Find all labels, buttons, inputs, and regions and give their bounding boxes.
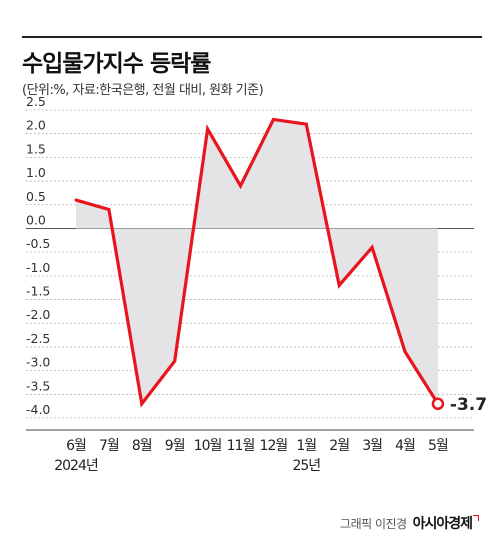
x-tick-label: 10월 [194, 438, 222, 454]
data-point [271, 117, 275, 121]
chart-subtitle: (단위:%, 자료:한국은행, 전월 대비, 원화 기준) [22, 83, 264, 98]
y-tick-label: 1.0 [26, 165, 46, 180]
x-tick-label: 1월 [296, 438, 316, 454]
data-point [304, 122, 308, 126]
x-tick-label: 12월 [260, 438, 288, 454]
credit-text: 그래픽 이진경 [340, 517, 407, 531]
year-label: 25년 [292, 458, 320, 474]
x-tick-label: 11월 [227, 438, 255, 454]
x-tick-label: 4월 [395, 438, 415, 454]
chart-title: 수입물가지수 등락률 [22, 51, 211, 77]
y-tick-label: -2.5 [26, 331, 50, 346]
y-tick-label: -3.5 [26, 378, 50, 393]
x-tick-label: 3월 [362, 438, 382, 454]
series-line [75, 117, 440, 408]
x-tick-label: 8월 [132, 438, 152, 454]
data-point [403, 350, 407, 354]
data-point [107, 208, 111, 212]
y-tick-label: 0.0 [26, 212, 46, 227]
year-label: 2024년 [54, 458, 98, 474]
x-tick-label: 6월 [66, 438, 86, 454]
data-point [370, 245, 374, 249]
y-tick-label: -3.0 [26, 355, 50, 370]
x-tick-label: 9월 [165, 438, 185, 454]
y-tick-label: -0.5 [26, 236, 50, 251]
y-tick-label: -1.0 [26, 260, 50, 275]
data-point [173, 359, 177, 363]
data-point [239, 184, 242, 188]
brand-logo: 아시아경제 [412, 516, 473, 532]
y-tick-label: 2.0 [26, 118, 46, 133]
series-area [76, 119, 438, 404]
y-tick-label: 2.5 [26, 94, 46, 109]
last-point-marker [431, 397, 445, 411]
top-rule [22, 36, 482, 38]
x-tick-label: 7월 [99, 438, 119, 454]
brand-mark-icon [473, 515, 479, 521]
x-tick-label: 2월 [329, 438, 349, 454]
data-point [206, 127, 210, 131]
credit: 그래픽 이진경 아시아경제 [340, 513, 479, 533]
data-point [337, 283, 341, 287]
y-tick-label: -2.0 [26, 307, 50, 322]
x-tick-label: 5월 [428, 438, 448, 454]
y-tick-label: -1.5 [26, 284, 50, 299]
last-point-label: -3.7 [450, 395, 487, 415]
data-point [74, 198, 78, 202]
y-tick-label: -4.0 [26, 402, 50, 417]
data-point [140, 402, 144, 406]
y-tick-label: 0.5 [26, 189, 46, 204]
y-tick-label: 1.5 [26, 141, 46, 156]
